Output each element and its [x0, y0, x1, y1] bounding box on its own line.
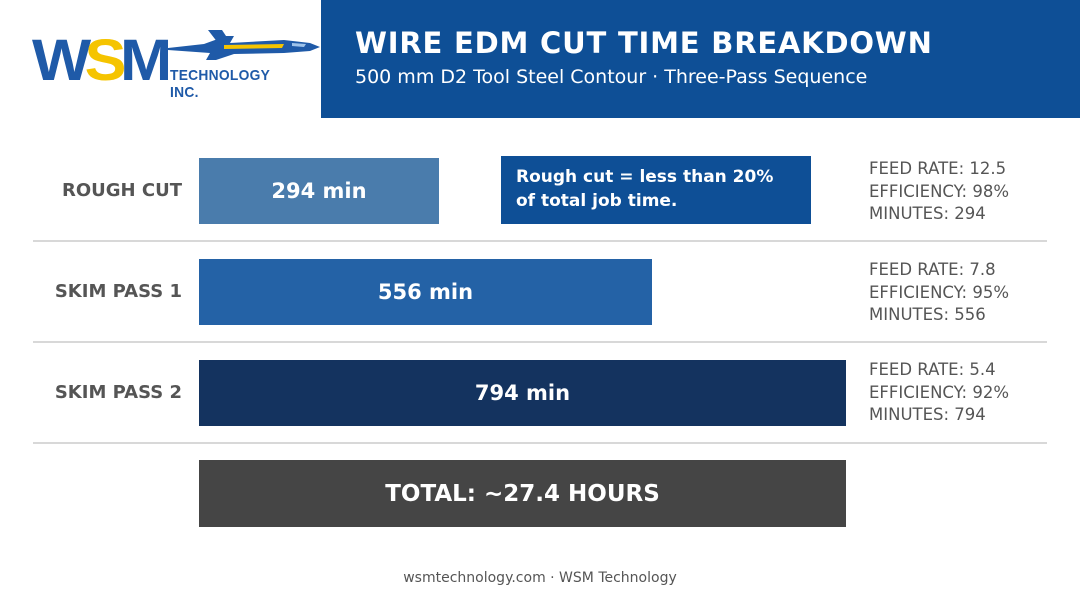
bar-skim-pass-1: 556 min [199, 259, 652, 325]
stat-minutes: MINUTES: 794 [869, 405, 986, 424]
stat-efficiency: EFFICIENCY: 92% [869, 382, 1010, 402]
total-bar: TOTAL: ~27.4 HOURS [199, 460, 846, 527]
page-subtitle: 500 mm D2 Tool Steel Contour · Three-Pas… [355, 66, 868, 88]
logo-letter-m: M [119, 28, 172, 93]
page-title: WIRE EDM CUT TIME BREAKDOWN [355, 26, 933, 60]
category-label-skim-pass-2: SKIM PASS 2 [54, 382, 182, 403]
category-label-skim-pass-1: SKIM PASS 1 [54, 281, 182, 302]
bar-value-label: 794 min [474, 381, 571, 405]
bar-value-label: 294 min [271, 179, 367, 203]
stats-skim-pass-2: FEED RATE: 5.4 EFFICIENCY: 92% MINUTES: … [869, 359, 1009, 427]
stats-rough-cut: FEED RATE: 12.5 EFFICIENCY: 98% MINUTES:… [869, 158, 1009, 226]
stat-feed-rate: FEED RATE: 5.4 [869, 360, 996, 379]
logo-letter-w: W [32, 28, 91, 93]
logo-subtitle: TECHNOLOGY INC. [170, 67, 270, 101]
jet-icon [168, 30, 320, 60]
row-divider [33, 341, 1047, 343]
stat-efficiency: EFFICIENCY: 98% [869, 181, 1010, 201]
logo-wordmark: WSM [32, 32, 172, 90]
bar-value-label: 556 min [377, 280, 474, 304]
bar-skim-pass-2: 794 min [199, 360, 846, 426]
stat-feed-rate: FEED RATE: 12.5 [869, 159, 1007, 178]
stat-minutes: MINUTES: 556 [869, 305, 986, 324]
footer-credit: wsmtechnology.com · WSM Technology [403, 570, 677, 586]
row-divider [33, 442, 1047, 444]
stat-feed-rate: FEED RATE: 7.8 [869, 260, 996, 279]
stat-minutes: MINUTES: 294 [869, 204, 986, 223]
bar-rough-cut: 294 min [199, 158, 439, 224]
total-label: TOTAL: ~27.4 HOURS [385, 480, 660, 507]
company-logo: WSM TECHNOLOGY INC. [32, 26, 320, 101]
category-label-rough-cut: ROUGH CUT [62, 180, 182, 201]
stat-efficiency: EFFICIENCY: 95% [869, 282, 1010, 302]
row-divider [33, 240, 1047, 242]
stats-skim-pass-1: FEED RATE: 7.8 EFFICIENCY: 95% MINUTES: … [869, 259, 1009, 327]
header-band: WIRE EDM CUT TIME BREAKDOWN 500 mm D2 To… [321, 0, 1080, 118]
callout-annotation: Rough cut = less than 20% of total job t… [501, 156, 811, 224]
logo-letter-s: S [84, 28, 127, 93]
